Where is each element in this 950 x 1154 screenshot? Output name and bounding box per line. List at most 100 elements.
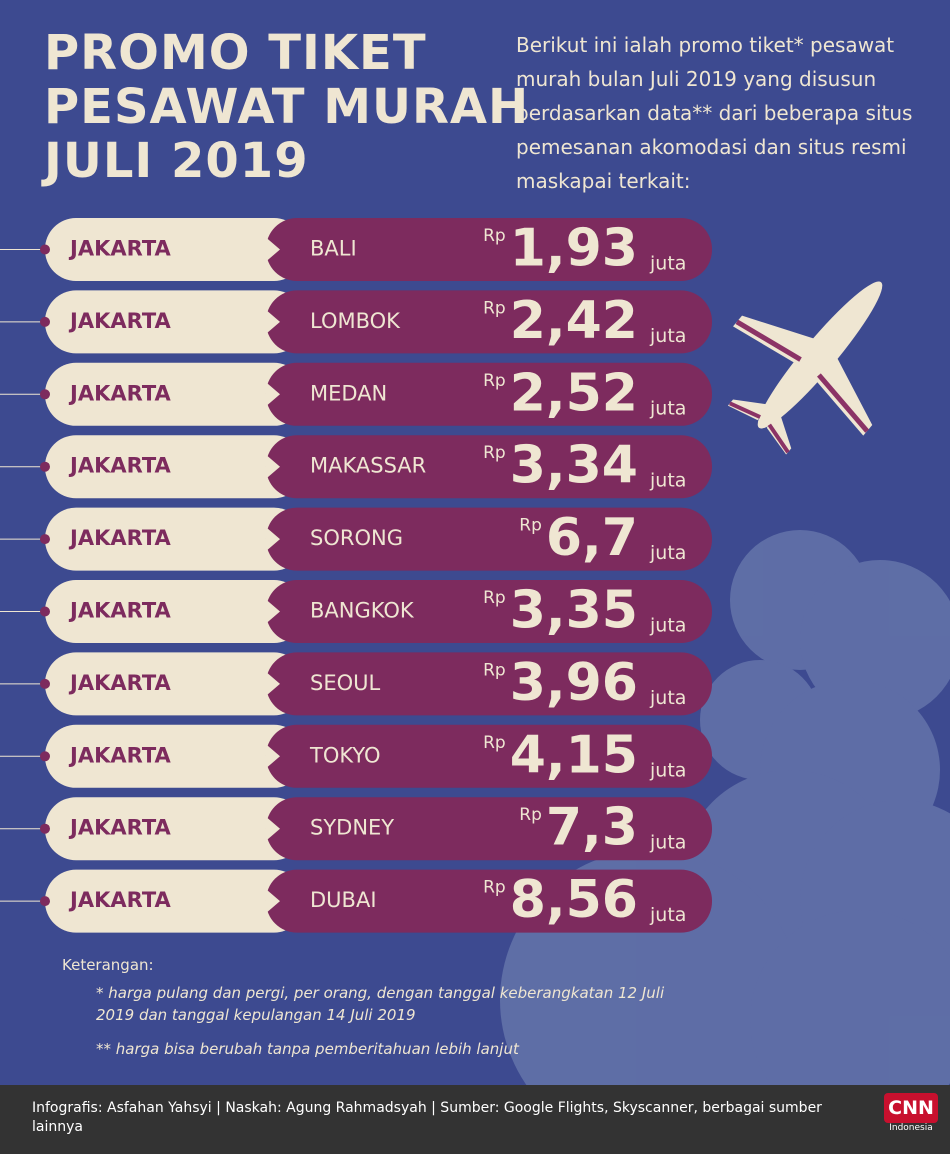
price: 3,34 [510, 436, 638, 496]
origin-pill [45, 869, 305, 933]
arrow [266, 309, 280, 334]
clouds [500, 530, 950, 1085]
destination-pill [266, 652, 712, 716]
destination-pill [266, 580, 712, 643]
origin: JAKARTA [68, 381, 172, 405]
destination: MEDAN [310, 381, 387, 405]
currency: Rp [519, 516, 542, 536]
price: 2,52 [510, 363, 638, 423]
currency: Rp [483, 298, 506, 318]
destination: SORONG [310, 526, 403, 550]
title-line: PESAWAT MURAH [44, 79, 530, 135]
price: 3,35 [510, 581, 638, 641]
currency: Rp [483, 226, 506, 246]
destination: SYDNEY [310, 816, 394, 840]
notes: Keterangan: * harga pulang dan pergi, pe… [62, 956, 702, 1072]
origin-pill [45, 652, 305, 716]
destination: BALI [310, 237, 357, 261]
destination-pill [266, 218, 712, 281]
destination-pill [266, 290, 712, 354]
dot [40, 678, 50, 689]
dot [40, 823, 50, 834]
arrow [266, 382, 280, 407]
unit: juta [649, 687, 686, 709]
dot [40, 534, 50, 545]
unit: juta [649, 615, 686, 637]
destination: BANGKOK [310, 599, 415, 623]
currency: Rp [483, 588, 506, 608]
origin: JAKARTA [68, 743, 172, 767]
airplane [727, 281, 883, 455]
note: * harga pulang dan pergi, per orang, den… [96, 984, 665, 1024]
unit: juta [649, 325, 686, 347]
origin-pill [45, 290, 305, 354]
origin: JAKARTA [68, 454, 172, 478]
unit: juta [649, 759, 686, 781]
origin-pill [45, 724, 305, 788]
logo-sub: Indonesia [889, 1123, 933, 1133]
origin-pill [45, 218, 305, 281]
destination-pill [266, 435, 712, 499]
title-line: PROMO TIKET [44, 25, 427, 81]
note: ** harga bisa berubah tanpa pemberitahua… [96, 1040, 519, 1058]
unit: juta [649, 904, 686, 926]
title: PROMO TIKET PESAWAT MURAH JULI 2019 [44, 26, 529, 188]
origin: JAKARTA [68, 888, 172, 912]
destination: LOMBOK [310, 309, 401, 333]
destination: DUBAI [310, 888, 377, 912]
destination: MAKASSAR [310, 454, 426, 478]
currency: Rp [483, 371, 506, 391]
unit: juta [649, 470, 686, 492]
unit: juta [649, 253, 686, 275]
destination: TOKYO [309, 743, 381, 767]
destination-pill [266, 869, 712, 933]
currency: Rp [483, 660, 506, 680]
currency: Rp [483, 878, 506, 898]
destination-pill [266, 724, 712, 788]
price: 4,15 [510, 725, 638, 785]
price: 3,96 [510, 653, 638, 713]
unit: juta [649, 832, 686, 854]
origin: JAKARTA [68, 526, 172, 550]
dot [40, 751, 50, 762]
price: 2,42 [510, 291, 638, 351]
origin: JAKARTA [68, 237, 172, 261]
origin: JAKARTA [68, 671, 172, 695]
dot [40, 244, 50, 255]
dot [40, 461, 50, 472]
origin: JAKARTA [68, 309, 172, 333]
arrow [266, 237, 280, 262]
price: 1,93 [510, 219, 638, 279]
logo: CNN Indonesia [884, 1093, 938, 1143]
arrow [266, 889, 280, 914]
origin-pill [45, 797, 305, 861]
destination: SEOUL [310, 671, 380, 695]
arrow [266, 671, 280, 696]
dot [40, 896, 50, 907]
price: 6,7 [546, 508, 638, 568]
arrow [266, 599, 280, 624]
footer: Infografis: Asfahan Yahsyi | Naskah: Agu… [0, 1085, 950, 1154]
dot [40, 606, 50, 617]
destination-pill [266, 507, 712, 571]
arrow [266, 816, 280, 841]
origin-pill [45, 580, 305, 643]
credits: Infografis: Asfahan Yahsyi | Naskah: Agu… [32, 1100, 822, 1135]
notes-heading: Keterangan: [62, 956, 154, 974]
destination-pill [266, 362, 712, 426]
price: 7,3 [546, 798, 638, 858]
title-line: JULI 2019 [44, 133, 309, 189]
origin-pill [45, 507, 305, 571]
logo-mark: CNN [884, 1093, 938, 1123]
dot [40, 389, 50, 400]
arrow [266, 527, 280, 552]
price: 8,56 [510, 870, 638, 930]
destination-pill [266, 797, 712, 861]
intro: Berikut ini ialah promo tiket* pesawat m… [516, 33, 913, 193]
origin: JAKARTA [68, 816, 172, 840]
currency: Rp [483, 443, 506, 463]
origin-pill [45, 435, 305, 499]
origin: JAKARTA [68, 599, 172, 623]
